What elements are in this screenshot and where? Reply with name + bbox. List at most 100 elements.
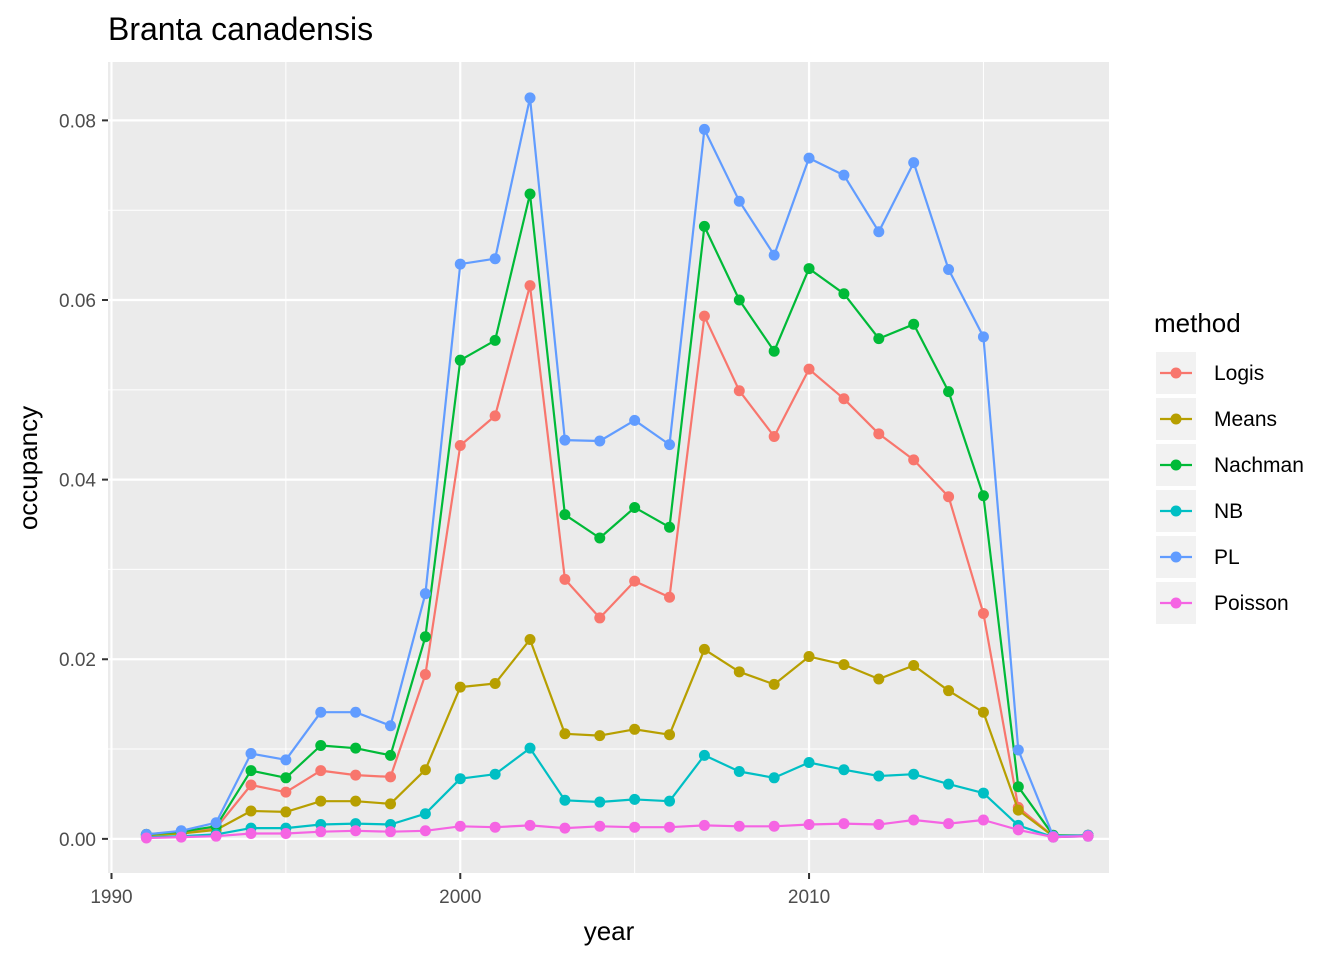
data-point-means (1012, 804, 1024, 816)
data-point-pl (385, 720, 397, 732)
data-point-pl (594, 435, 606, 447)
data-point-nb (489, 768, 501, 780)
data-point-means (733, 666, 745, 678)
x-axis-title: year (584, 916, 635, 946)
y-tick-label: 0.02 (59, 650, 96, 671)
legend-label: Logis (1214, 362, 1264, 385)
data-point-nb (768, 772, 780, 784)
y-axis: 0.00 0.02 0.04 0.06 0.08 (59, 111, 108, 851)
data-point-logis (245, 779, 257, 791)
data-point-logis (489, 410, 501, 422)
legend-label: Nachman (1214, 454, 1304, 477)
series-line-nb (146, 747, 1089, 839)
data-point-nachman (803, 263, 815, 275)
data-point-nachman (943, 386, 955, 398)
data-point-nachman (629, 501, 641, 513)
data-point-logis (698, 310, 710, 322)
data-point-poisson (350, 825, 362, 837)
data-point-poisson (175, 831, 187, 843)
data-point-poisson (1012, 824, 1024, 836)
data-point-nachman (350, 742, 362, 754)
legend-label: PL (1214, 546, 1240, 569)
data-point-poisson (664, 821, 676, 833)
data-point-poisson (140, 832, 152, 844)
data-point-pl (280, 754, 292, 766)
x-tick-label: 1990 (90, 887, 132, 908)
data-point-nachman (733, 294, 745, 306)
legend-key-point (1170, 505, 1182, 517)
data-point-logis (768, 431, 780, 443)
data-point-logis (594, 612, 606, 624)
series-line-means (146, 638, 1089, 838)
legend-key-point (1170, 367, 1182, 379)
major-gridlines (108, 62, 1109, 873)
plot-panel (108, 62, 1109, 873)
legend-item-logis: Logis (1156, 352, 1264, 394)
data-point-nb (524, 742, 536, 754)
data-point-means (489, 677, 501, 689)
data-point-poisson (594, 820, 606, 832)
data-point-pl (629, 414, 641, 426)
data-point-means (350, 795, 362, 807)
data-point-logis (629, 575, 641, 587)
data-point-poisson (315, 826, 327, 838)
data-point-means (977, 706, 989, 718)
data-point-logis (559, 573, 571, 585)
data-point-poisson (768, 820, 780, 832)
data-point-nb (733, 766, 745, 778)
data-point-logis (664, 591, 676, 603)
data-point-nb (908, 768, 920, 780)
data-point-pl (350, 706, 362, 718)
data-point-logis (873, 428, 885, 440)
data-point-poisson (803, 819, 815, 831)
data-point-means (245, 805, 257, 817)
data-point-means (419, 764, 431, 776)
data-point-logis (908, 454, 920, 466)
data-point-means (873, 673, 885, 685)
data-point-nb (629, 793, 641, 805)
data-point-poisson (977, 814, 989, 826)
series-means (140, 633, 1094, 842)
data-point-logis (977, 607, 989, 619)
data-point-nb (559, 794, 571, 806)
data-point-poisson (629, 821, 641, 833)
data-point-poisson (385, 826, 397, 838)
data-point-pl (1012, 744, 1024, 756)
data-point-logis (733, 385, 745, 397)
data-point-pl (908, 157, 920, 169)
data-point-nachman (524, 188, 536, 200)
legend-label: Means (1214, 408, 1277, 431)
data-point-poisson (838, 818, 850, 830)
data-point-poisson (943, 818, 955, 830)
data-point-pl (315, 706, 327, 718)
data-point-means (454, 681, 466, 693)
data-point-pl (943, 263, 955, 275)
data-point-means (594, 730, 606, 742)
legend-item-nachman: Nachman (1156, 444, 1304, 486)
data-point-nachman (594, 532, 606, 544)
data-point-nachman (1012, 781, 1024, 793)
data-point-means (385, 798, 397, 810)
legend-label: NB (1214, 500, 1243, 523)
data-point-means (315, 795, 327, 807)
data-point-nachman (489, 334, 501, 346)
data-point-nb (664, 795, 676, 807)
data-point-pl (489, 253, 501, 265)
legend-label: Poisson (1214, 592, 1289, 615)
legend-items: Logis Means Nachman NB PL Poisson (1156, 352, 1304, 624)
data-point-means (908, 660, 920, 672)
legend-item-means: Means (1156, 398, 1277, 440)
legend-title: method (1154, 308, 1241, 338)
data-point-means (803, 651, 815, 663)
data-point-means (838, 659, 850, 671)
legend-item-pl: PL (1156, 536, 1240, 578)
data-point-nachman (768, 345, 780, 357)
data-point-nb (419, 808, 431, 820)
legend-key-point (1170, 413, 1182, 425)
data-point-poisson (419, 825, 431, 837)
series-layer (140, 92, 1094, 844)
data-point-nachman (838, 288, 850, 300)
legend-item-nb: NB (1156, 490, 1243, 532)
data-point-nachman (908, 318, 920, 330)
data-point-nb (454, 773, 466, 785)
